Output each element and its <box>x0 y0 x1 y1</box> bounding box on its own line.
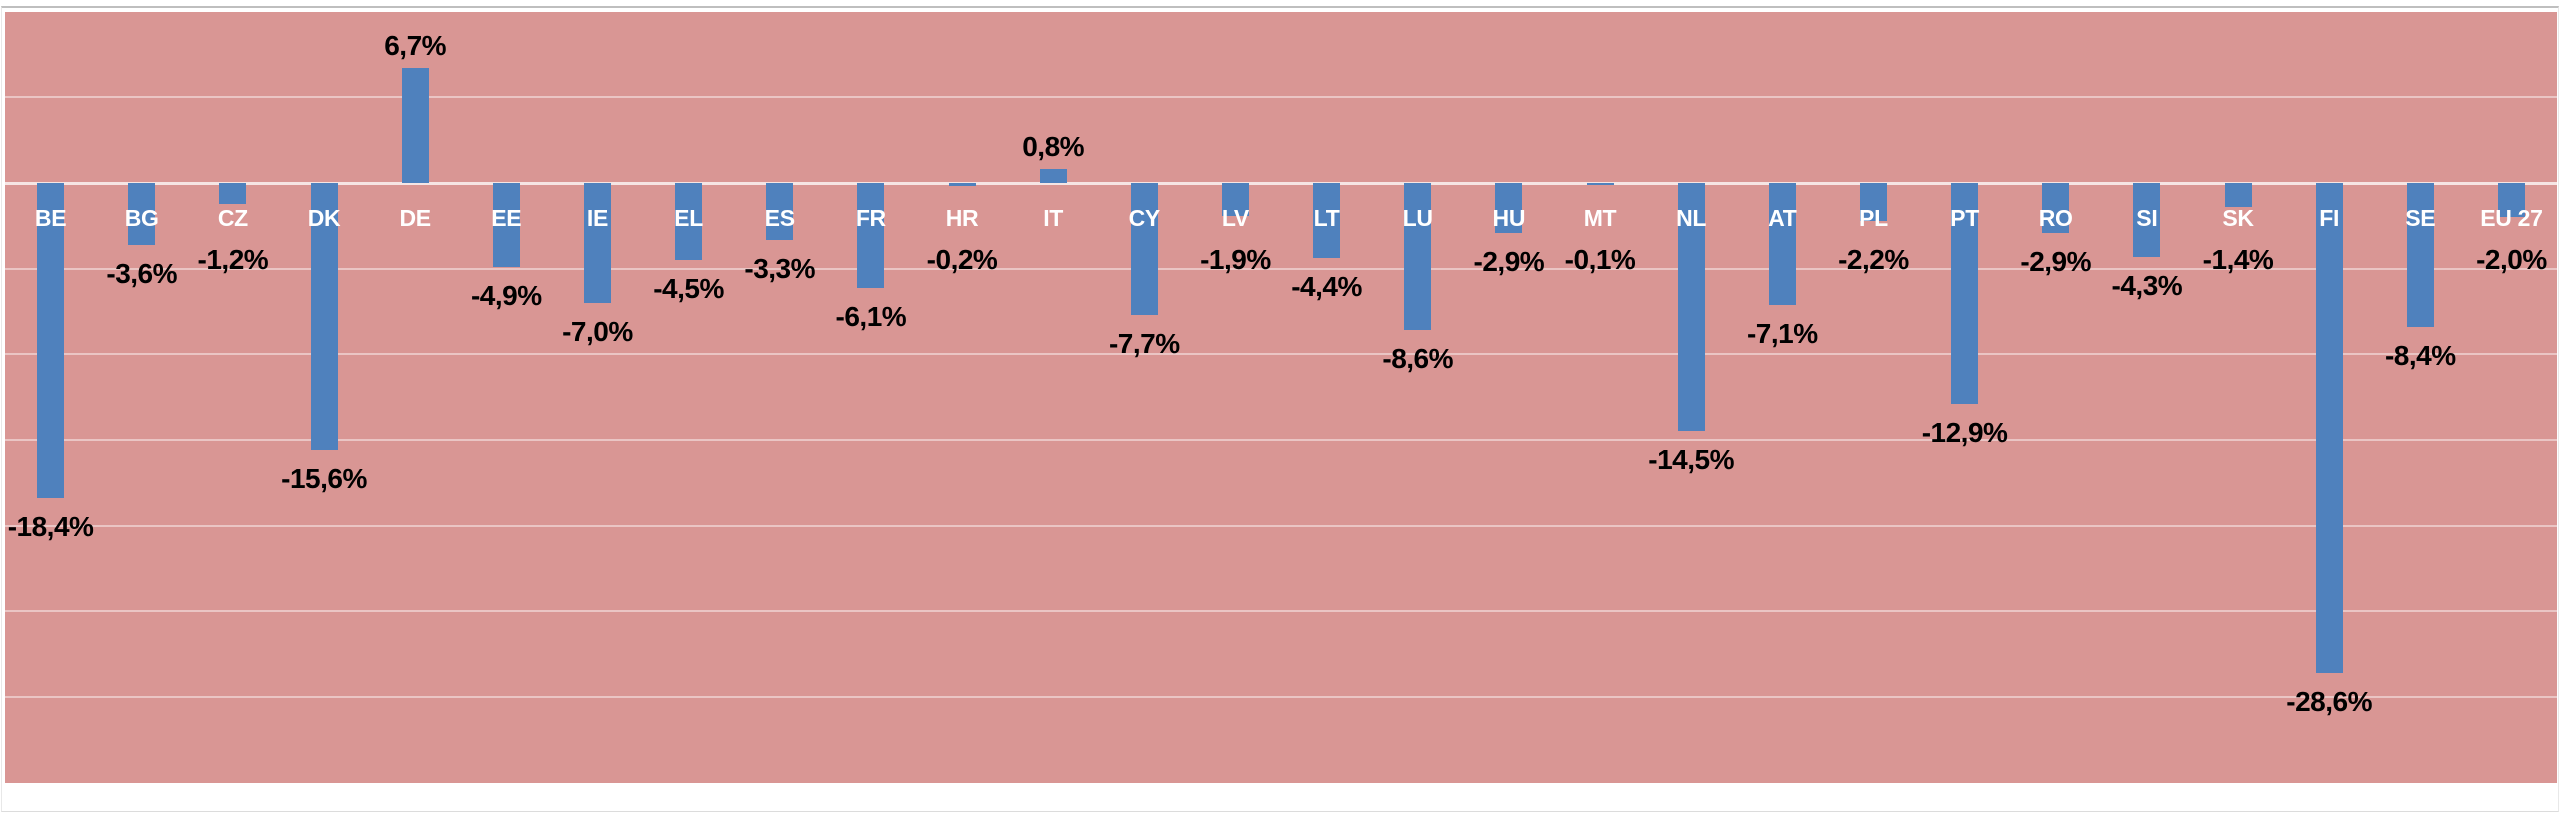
bar-fi <box>2315 183 2343 673</box>
bar-lv <box>1221 183 1249 216</box>
zero-axis-line <box>5 182 2557 185</box>
category-label-pt: PT <box>1950 205 1979 231</box>
value-label-de: 6,7% <box>384 30 447 62</box>
category-label-dk: DK <box>307 205 341 231</box>
value-label-sk: -1,4% <box>2202 244 2274 275</box>
bar-bg <box>128 183 156 245</box>
category-label-fr: FR <box>855 205 886 231</box>
bar-hr <box>948 183 976 187</box>
bar-ro <box>2042 183 2070 233</box>
category-label-bg: BG <box>124 205 159 231</box>
category-label-it: IT <box>1043 205 1064 231</box>
category-label-es: ES <box>764 205 795 231</box>
bar-be <box>37 183 65 499</box>
gridline <box>5 267 2557 270</box>
bar-cz <box>219 183 247 204</box>
gridline <box>5 439 2557 441</box>
bar-mt <box>1586 183 1614 185</box>
value-label-lu: -8,6% <box>1382 343 1454 375</box>
value-label-it: 0,8% <box>1022 131 1085 163</box>
bar-pt <box>1951 183 1979 405</box>
value-label-lv: -1,9% <box>1200 244 1271 275</box>
category-label-fi: FI <box>2319 205 2340 231</box>
bar-ee <box>492 183 520 267</box>
bar-el <box>675 183 703 261</box>
bar-se <box>2406 183 2434 327</box>
value-label-fr: -6,1% <box>835 300 907 332</box>
value-label-es: -3,3% <box>744 252 816 284</box>
category-label-ie: IE <box>586 205 608 231</box>
value-label-at: -7,1% <box>1746 317 1818 349</box>
bar-lu <box>1404 183 1432 331</box>
value-label-cy: -7,7% <box>1108 327 1180 359</box>
category-label-ee: EE <box>491 205 522 231</box>
category-label-hu: HU <box>1492 205 1526 231</box>
bar-sk <box>2224 183 2252 207</box>
bar-de <box>401 68 429 183</box>
gridline <box>5 696 2557 698</box>
value-label-ee: -4,9% <box>470 279 542 311</box>
bar-it <box>1039 169 1067 183</box>
bar-es <box>766 183 794 240</box>
category-label-lt: LT <box>1313 205 1340 231</box>
bar-nl <box>1677 183 1705 432</box>
value-label-pl: -2,2% <box>1838 244 1909 275</box>
bar-cy <box>1130 183 1158 315</box>
category-label-sk: SK <box>2222 205 2254 231</box>
category-label-mt: MT <box>1583 205 1617 231</box>
value-label-el: -4,5% <box>653 273 724 305</box>
gridline <box>5 610 2557 613</box>
category-label-eu-27: EU 27 <box>2480 205 2543 231</box>
bar-at <box>1768 183 1796 305</box>
plot-area: BE -18,4% BG -3,6% CZ -1,2% DK -15,6% DE 6,7% EE -4… <box>5 12 2557 783</box>
category-label-pl: PL <box>1859 205 1888 231</box>
category-label-cz: CZ <box>217 205 248 231</box>
bar-dk <box>310 183 338 451</box>
category-label-at: AT <box>1768 205 1797 231</box>
bar-si <box>2133 183 2161 257</box>
value-label-mt: -0,1% <box>1564 244 1636 275</box>
category-label-el: EL <box>674 205 703 231</box>
bar-lt <box>1313 183 1341 259</box>
category-label-cy: CY <box>1128 205 1161 231</box>
gridline <box>5 353 2557 356</box>
gridline <box>5 524 2557 527</box>
value-label-ie: -7,0% <box>562 315 633 347</box>
value-label-nl: -14,5% <box>1648 444 1734 476</box>
bar-pl <box>1859 183 1887 221</box>
value-label-cz: -1,2% <box>197 244 269 275</box>
category-label-hr: HR <box>945 205 979 231</box>
value-label-eu-27: -2,0% <box>2476 244 2547 275</box>
category-label-ro: RO <box>2038 205 2073 231</box>
category-label-lu: LU <box>1402 205 1433 231</box>
value-label-fi: -28,6% <box>2286 686 2372 717</box>
value-label-dk: -15,6% <box>281 463 367 495</box>
value-label-si: -4,3% <box>2111 269 2183 301</box>
value-label-ro: -2,9% <box>2020 245 2092 277</box>
bar-ie <box>583 183 611 303</box>
category-label-lv: LV <box>1221 205 1249 231</box>
value-label-hr: -0,2% <box>926 244 998 275</box>
gridline <box>5 96 2557 99</box>
category-label-si: SI <box>2136 205 2158 231</box>
category-label-be: BE <box>34 205 67 231</box>
value-label-hu: -2,9% <box>1473 245 1545 277</box>
value-label-lt: -4,4% <box>1291 271 1362 303</box>
bar-eu-27 <box>2497 183 2525 218</box>
category-label-nl: NL <box>1676 205 1707 231</box>
bar-hu <box>1495 183 1523 233</box>
category-label-se: SE <box>2405 205 2436 231</box>
bar-fr <box>857 183 885 288</box>
category-label-de: DE <box>399 205 431 231</box>
value-label-se: -8,4% <box>2384 339 2456 371</box>
value-label-pt: -12,9% <box>1921 417 2008 449</box>
value-label-be: -18,4% <box>7 511 94 543</box>
value-label-bg: -3,6% <box>106 257 178 289</box>
